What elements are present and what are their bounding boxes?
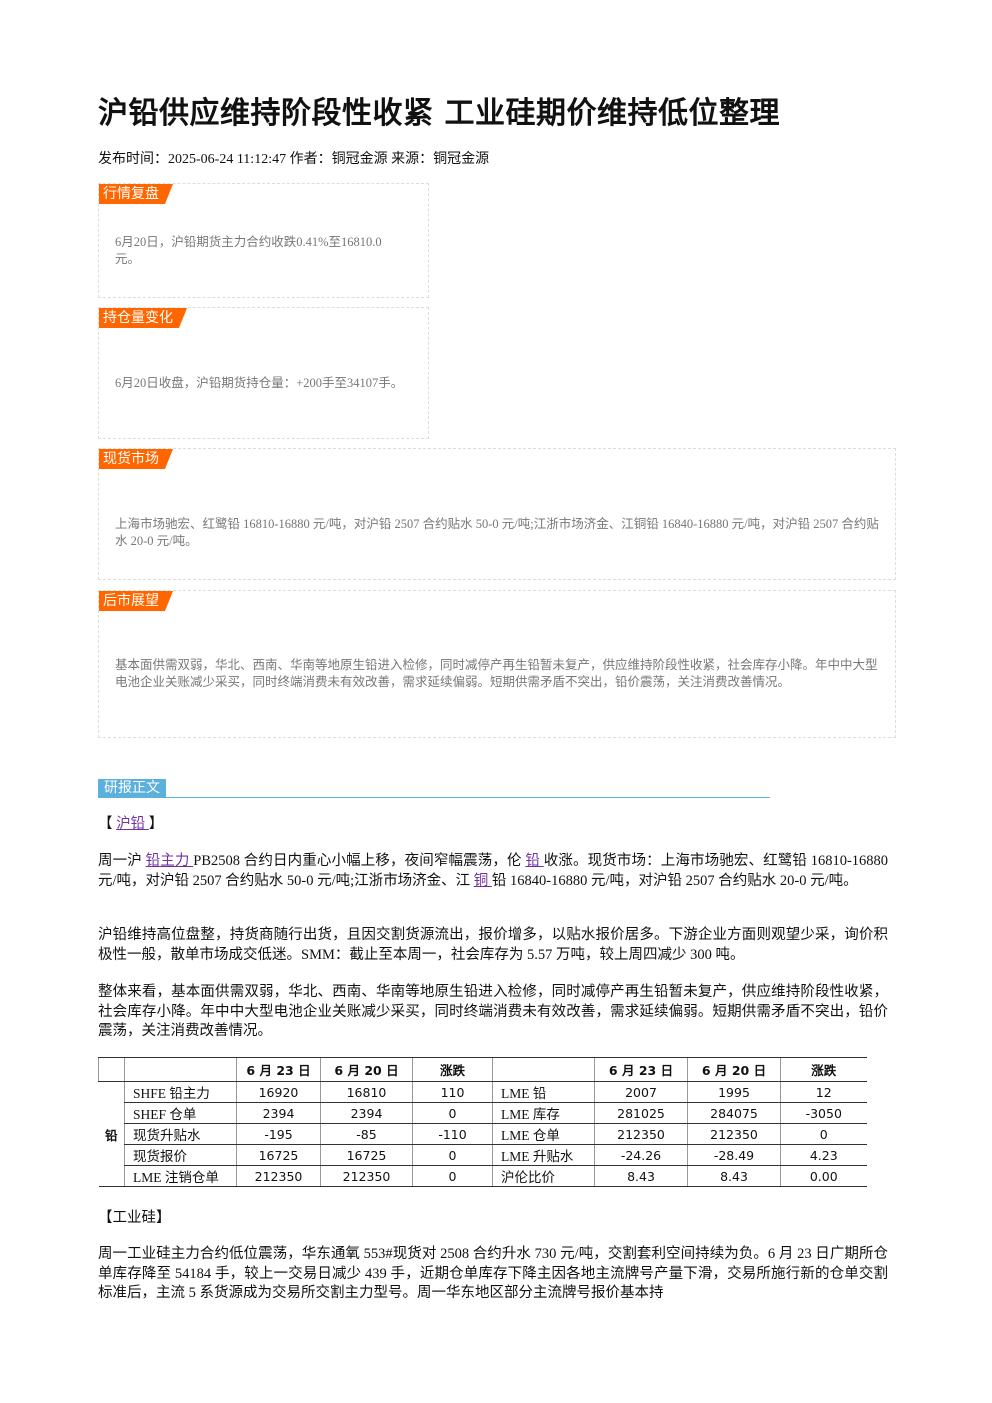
summary-box: 持仓量变化 6月20日收盘，沪铅期货持仓量：+200手至34107手。 [98,307,429,439]
section-body: 6月20日，沪铅期货主力合约收跌0.41%至16810.0元。 [115,235,382,266]
table-cell: -24.26 [594,1144,688,1166]
table-cell: 16725 [236,1144,321,1166]
link[interactable]: 沪铅 [116,816,149,832]
table-cell: LME 注销仓单 [124,1165,237,1187]
table-cell: 12 [780,1081,867,1103]
table-cell: 4.23 [780,1144,867,1166]
table-row: 铅 SHFE 铅主力 16920 16810 110 LME 铅 2007 1995 12 [98,1081,867,1187]
meta: 发布时间：2025-06-24 11:12:47 作者：铜冠金源 来源：铜冠金源 [98,152,490,167]
table-cell: 2394 [320,1102,413,1124]
table-cell: SHEF 仓单 [124,1102,237,1124]
table-cell: 0 [780,1123,867,1145]
paragraph: 整体来看，基本面供需双弱，华北、西南、华南等地原生铅进入检修，同时减停产再生铅暂… [98,983,888,1042]
table-cell: 沪伦比价 [492,1165,595,1187]
table-cell: LME 铅 [492,1081,595,1103]
table-cell: 8.43 [594,1165,688,1187]
heading: 【工业硅】 [98,1210,171,1226]
table-cell: 现货升贴水 [124,1123,237,1145]
summary-box: 行情复盘 6月20日，沪铅期货主力合约收跌0.41%至16810.0元。 [98,183,429,298]
heading: 【 沪铅 】 [98,815,888,835]
header-cell [124,1057,237,1082]
table-cell: SHFE 铅主力 [124,1081,237,1103]
group-cell: 铅 [98,1081,125,1187]
table-cell: 284075 [687,1102,781,1124]
section-body: 基本面供需双弱，华北、西南、华南等地原生铅进入检修，同时减停产再生铅暂未复产，供… [115,658,878,689]
text: 周一沪 [98,853,146,869]
header-cell [492,1057,595,1082]
table-cell: 281025 [594,1102,688,1124]
link[interactable]: 铅主力 [145,853,194,869]
text: 整体来看，基本面供需双弱，华北、西南、华南等地原生铅进入检修，同时减停产再生铅暂… [98,984,888,1039]
summary-box: 后市展望 基本面供需双弱，华北、西南、华南等地原生铅进入检修，同时减停产再生铅暂… [98,590,896,738]
header-cell [98,1057,125,1082]
section-tag: 后市展望 [99,591,173,611]
table-cell: 212350 [594,1123,688,1145]
report-tag: 研报正文 [98,779,166,798]
table-cell: LME 仓单 [492,1123,595,1145]
table-cell: 110 [412,1081,493,1103]
table-row: 现货报价 16725 16725 0 LME 升贴水 -24.26 -28.49 4.23 [99,1144,867,1166]
table-cell: 16810 [320,1081,413,1103]
header-cell: 6 月 23 日 [594,1057,688,1082]
text: 沪铅维持高位盘整，持货商随行出货，且因交割货源流出，报价增多，以贴水报价居多。下… [98,927,888,963]
table-cell: LME 库存 [492,1102,595,1124]
header-cell: 6 月 20 日 [687,1057,781,1082]
text: 】 [148,816,164,832]
table-cell: 212350 [236,1165,321,1187]
table-cell: 0 [412,1165,493,1187]
text: 铅 16840-16880 元/吨，对沪铅 2507 合约贴水 20-0 元/吨… [491,872,858,889]
table-row: LME 注销仓单 212350 212350 0 沪伦比价 8.43 8.43 0.00 [99,1165,867,1187]
title: 沪铅供应维持阶段性收紧 工业硅期价维持低位整理 [98,96,780,131]
table-cell: -110 [412,1123,493,1145]
link[interactable]: 铅 [525,853,544,869]
text: 【 [98,816,117,832]
table-cell: 0 [412,1144,493,1166]
paragraph: 周一工业硅主力合约低位震荡，华东通氧 553#现货对 2508 合约升水 730… [98,1246,888,1301]
header-cell: 涨跌 [412,1057,493,1082]
paragraph: 沪铅维持高位盘整，持货商随行出货，且因交割货源流出，报价增多，以贴水报价居多。下… [98,926,888,965]
table-cell: 8.43 [687,1165,781,1187]
paragraph: 周一沪 铅主力 PB2508 合约日内重心小幅上移，夜间窄幅震荡，伦 铅 收涨。… [98,852,888,891]
link[interactable]: 铜 [473,872,492,889]
section-body: 上海市场驰宏、红鹭铅 16810-16880 元/吨，对沪铅 2507 合约贴水… [115,517,879,548]
text: 收涨。现货市场：上海市场驰宏、红鹭铅 16810-16880 元/吨，对沪铅 2… [98,853,889,889]
table-cell: -3050 [780,1102,867,1124]
table-cell: 0.00 [780,1165,867,1187]
section-body: 6月20日收盘，沪铅期货持仓量：+200手至34107手。 [115,376,404,390]
table-cell: 16725 [320,1144,413,1166]
table-cell: -85 [320,1123,413,1145]
table-cell: 2394 [236,1102,321,1124]
table-cell: LME 升贴水 [492,1144,595,1166]
table-cell: 1995 [687,1081,781,1103]
summary-box: 现货市场 上海市场驰宏、红鹭铅 16810-16880 元/吨，对沪铅 2507… [98,448,896,580]
table-row: 现货升贴水 -195 -85 -110 LME 仓单 212350 212350 0 [99,1123,867,1145]
header-cell: 6 月 23 日 [236,1057,321,1082]
table-cell: 212350 [320,1165,413,1187]
table-cell: 0 [412,1102,493,1124]
section-tag: 行情复盘 [99,184,173,204]
table-cell: 现货报价 [124,1144,237,1166]
divider [98,797,770,798]
header-cell: 涨跌 [780,1057,867,1082]
table-cell: -28.49 [687,1144,781,1166]
table-cell: -195 [236,1123,321,1145]
table-cell: 212350 [687,1123,781,1145]
header-cell: 6 月 20 日 [320,1057,413,1082]
table-cell: 16920 [236,1081,321,1103]
section-tag: 持仓量变化 [99,308,187,328]
table-row: SHEF 仓单 2394 2394 0 LME 库存 281025 284075 -3050 [99,1102,867,1124]
table-cell: 2007 [594,1081,688,1103]
text: PB2508 合约日内重心小幅上移，夜间窄幅震荡，伦 [193,853,526,869]
section-tag: 现货市场 [99,449,173,469]
